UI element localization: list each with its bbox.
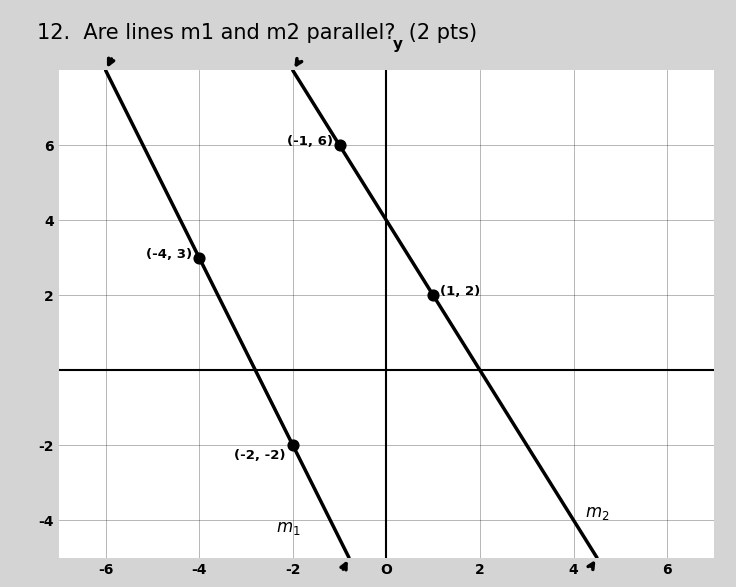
Text: y: y (393, 37, 403, 52)
Text: (1, 2): (1, 2) (440, 285, 481, 298)
Point (333, 141, 345, 150)
Text: (-4, 3): (-4, 3) (146, 248, 192, 261)
Text: $m_2$: $m_2$ (584, 504, 609, 522)
Text: $m_1$: $m_1$ (276, 519, 300, 537)
Point (194, 253, 205, 262)
Text: 12.  Are lines m1 and m2 parallel?  (2 pts): 12. Are lines m1 and m2 parallel? (2 pts… (37, 23, 477, 43)
Text: (-2, -2): (-2, -2) (234, 449, 286, 462)
Text: (-1, 6): (-1, 6) (286, 135, 333, 148)
Point (428, 291, 439, 300)
Point (287, 440, 299, 450)
